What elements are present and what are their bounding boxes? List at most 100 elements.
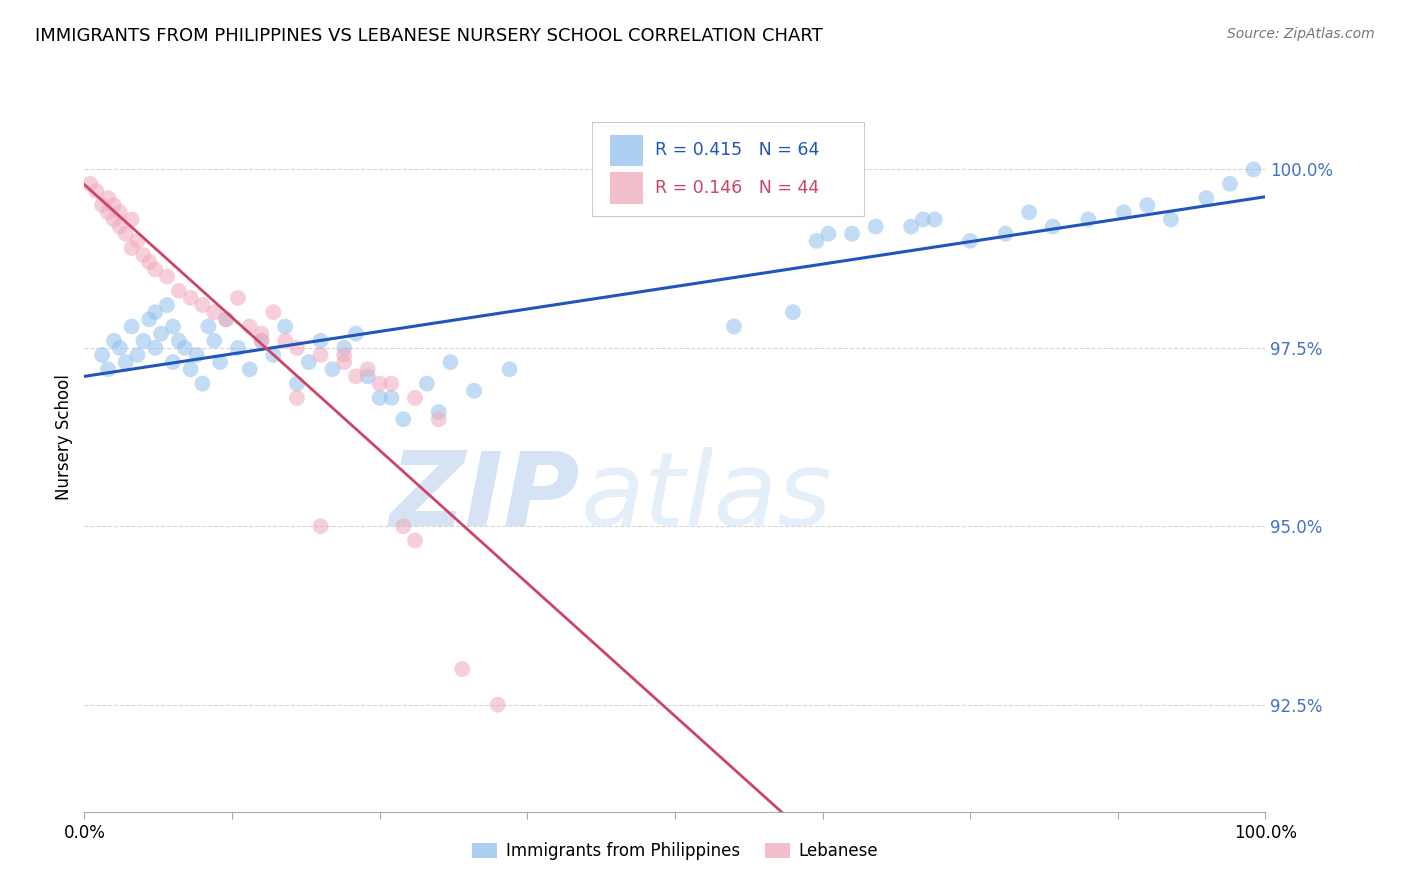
Point — [239, 362, 262, 376]
Point — [404, 533, 426, 548]
Point — [806, 234, 828, 248]
Point — [333, 355, 356, 369]
Point — [344, 369, 367, 384]
Point — [114, 227, 136, 241]
Point — [239, 319, 262, 334]
FancyBboxPatch shape — [592, 122, 863, 216]
Point — [392, 412, 415, 426]
Point — [1160, 212, 1182, 227]
Point — [1219, 177, 1241, 191]
Point — [250, 326, 273, 341]
Point — [368, 376, 391, 391]
Point — [416, 376, 439, 391]
Point — [309, 334, 332, 348]
Point — [121, 319, 143, 334]
Point — [103, 334, 125, 348]
Point — [108, 219, 131, 234]
Point — [97, 191, 120, 205]
Point — [167, 284, 190, 298]
Point — [1042, 219, 1064, 234]
Point — [285, 376, 308, 391]
Point — [173, 341, 195, 355]
Point — [262, 348, 284, 362]
Y-axis label: Nursery School: Nursery School — [55, 374, 73, 500]
Text: atlas: atlas — [581, 447, 832, 547]
Point — [439, 355, 461, 369]
Point — [103, 212, 125, 227]
Point — [486, 698, 509, 712]
Point — [103, 198, 125, 212]
Point — [226, 291, 249, 305]
Point — [1018, 205, 1040, 219]
Point — [143, 341, 166, 355]
Point — [1112, 205, 1135, 219]
Point — [150, 326, 173, 341]
Point — [723, 319, 745, 334]
Text: IMMIGRANTS FROM PHILIPPINES VS LEBANESE NURSERY SCHOOL CORRELATION CHART: IMMIGRANTS FROM PHILIPPINES VS LEBANESE … — [35, 27, 823, 45]
Point — [865, 219, 887, 234]
Text: ZIP: ZIP — [389, 447, 581, 548]
Point — [924, 212, 946, 227]
Point — [357, 369, 380, 384]
Point — [215, 312, 238, 326]
Point — [274, 334, 297, 348]
Point — [380, 376, 402, 391]
Point — [368, 391, 391, 405]
Point — [427, 412, 450, 426]
Point — [274, 319, 297, 334]
Point — [463, 384, 485, 398]
Point — [321, 362, 343, 376]
Point — [911, 212, 934, 227]
Legend: Immigrants from Philippines, Lebanese: Immigrants from Philippines, Lebanese — [465, 836, 884, 867]
Point — [900, 219, 922, 234]
Point — [143, 305, 166, 319]
Text: R = 0.146   N = 44: R = 0.146 N = 44 — [655, 179, 820, 197]
Point — [285, 391, 308, 405]
Point — [344, 326, 367, 341]
Point — [498, 362, 520, 376]
Point — [285, 341, 308, 355]
Point — [202, 334, 225, 348]
Point — [138, 312, 160, 326]
Point — [79, 177, 101, 191]
Point — [127, 234, 149, 248]
Point — [226, 341, 249, 355]
Point — [167, 334, 190, 348]
Point — [380, 391, 402, 405]
Point — [91, 348, 114, 362]
Point — [1136, 198, 1159, 212]
Point — [186, 348, 208, 362]
Point — [782, 305, 804, 319]
Point — [451, 662, 474, 676]
Point — [180, 291, 202, 305]
Point — [250, 334, 273, 348]
Point — [309, 348, 332, 362]
Text: R = 0.415   N = 64: R = 0.415 N = 64 — [655, 141, 820, 160]
Point — [197, 319, 219, 334]
Point — [333, 341, 356, 355]
Point — [1243, 162, 1265, 177]
Point — [91, 198, 114, 212]
Point — [138, 255, 160, 269]
Point — [841, 227, 863, 241]
Point — [817, 227, 839, 241]
Point — [121, 212, 143, 227]
Point — [1195, 191, 1218, 205]
Point — [121, 241, 143, 255]
Point — [97, 205, 120, 219]
Point — [202, 305, 225, 319]
Point — [1077, 212, 1099, 227]
Point — [427, 405, 450, 419]
Point — [191, 298, 214, 312]
Point — [162, 319, 184, 334]
Point — [215, 312, 238, 326]
Point — [994, 227, 1017, 241]
Point — [191, 376, 214, 391]
Point — [959, 234, 981, 248]
Point — [333, 348, 356, 362]
Point — [127, 348, 149, 362]
Point — [114, 355, 136, 369]
Bar — [610, 172, 643, 204]
Point — [156, 269, 179, 284]
Point — [97, 362, 120, 376]
